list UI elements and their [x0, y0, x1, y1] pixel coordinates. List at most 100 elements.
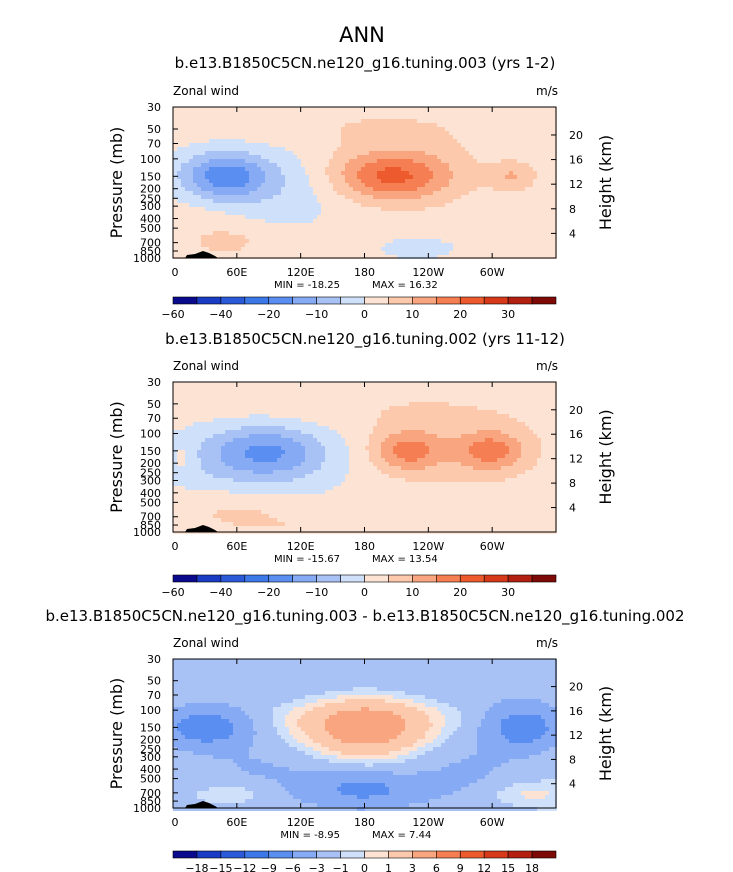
field-cell [297, 490, 301, 494]
field-cell [193, 418, 197, 422]
field-cell [285, 514, 289, 518]
field-cell [261, 255, 265, 259]
field-cell [297, 398, 301, 402]
field-cell [365, 151, 369, 155]
field-cell [193, 175, 197, 179]
field-cell [481, 247, 485, 251]
field-cell [305, 127, 309, 131]
field-cell [521, 227, 525, 231]
field-cell [229, 255, 233, 259]
field-cell [257, 518, 261, 522]
field-cell [473, 243, 477, 247]
field-cell [173, 239, 177, 243]
field-cell [197, 235, 201, 239]
field-cell [493, 211, 497, 215]
field-cell [237, 486, 241, 490]
field-cell [173, 518, 177, 522]
field-cell [469, 151, 473, 155]
field-cell [245, 231, 249, 235]
field-cell [441, 171, 445, 175]
field-cell [285, 438, 289, 442]
field-cell [525, 131, 529, 135]
field-cell [265, 426, 269, 430]
field-cell [189, 171, 193, 175]
field-cell [425, 147, 429, 151]
field-cell [429, 195, 433, 199]
field-cell [269, 195, 273, 199]
field-cell [341, 231, 345, 235]
field-cell [477, 131, 481, 135]
field-cell [237, 127, 241, 131]
field-cell [233, 199, 237, 203]
field-cell [237, 151, 241, 155]
field-cell [177, 482, 181, 486]
field-cell [225, 442, 229, 446]
field-cell [181, 394, 185, 398]
field-cell [185, 147, 189, 151]
field-cell [301, 390, 305, 394]
field-cell [265, 502, 269, 506]
field-cell [449, 219, 453, 223]
field-cell [197, 382, 201, 386]
field-cell [221, 418, 225, 422]
field-cell [481, 139, 485, 143]
field-cell [297, 438, 301, 442]
field-cell [313, 107, 317, 111]
field-cell [317, 235, 321, 239]
field-cell [281, 195, 285, 199]
field-cell [249, 207, 253, 211]
field-cell [241, 422, 245, 426]
field-cell [217, 191, 221, 195]
field-cell [221, 478, 225, 482]
field-cell [241, 167, 245, 171]
field-cell [497, 183, 501, 187]
field-cell [193, 235, 197, 239]
field-cell [193, 227, 197, 231]
field-cell [257, 235, 261, 239]
field-cell [449, 107, 453, 111]
field-cell [209, 394, 213, 398]
field-cell [513, 151, 517, 155]
field-cell [189, 175, 193, 179]
field-cell [369, 255, 373, 259]
field-cell [329, 199, 333, 203]
field-cell [337, 163, 341, 167]
field-cell [253, 127, 257, 131]
field-cell [413, 107, 417, 111]
field-cell [425, 143, 429, 147]
field-cell [269, 518, 273, 522]
field-cell [265, 187, 269, 191]
field-cell [449, 135, 453, 139]
field-cell [201, 115, 205, 119]
field-cell [285, 247, 289, 251]
field-cell [209, 414, 213, 418]
field-cell [317, 115, 321, 119]
field-cell [217, 402, 221, 406]
field-cell [221, 522, 225, 526]
field-cell [409, 199, 413, 203]
field-cell [405, 219, 409, 223]
field-cell [289, 494, 293, 498]
field-cell [505, 211, 509, 215]
field-cell [289, 251, 293, 255]
field-cell [489, 251, 493, 255]
field-cell [221, 502, 225, 506]
field-cell [221, 163, 225, 167]
field-cell [237, 422, 241, 426]
field-cell [417, 175, 421, 179]
field-cell [529, 175, 533, 179]
field-cell [513, 247, 517, 251]
field-cell [217, 446, 221, 450]
field-cell [297, 147, 301, 151]
field-cell [461, 143, 465, 147]
field-cell [237, 171, 241, 175]
field-cell [381, 235, 385, 239]
field-cell [549, 239, 553, 243]
field-cell [229, 239, 233, 243]
field-cell [249, 215, 253, 219]
field-cell [229, 143, 233, 147]
field-cell [465, 111, 469, 115]
field-cell [233, 155, 237, 159]
field-cell [445, 135, 449, 139]
field-cell [257, 450, 261, 454]
